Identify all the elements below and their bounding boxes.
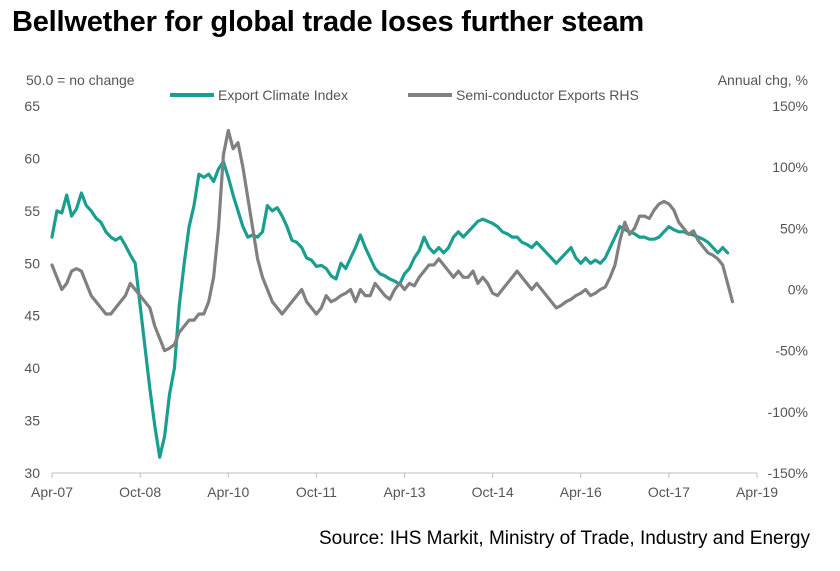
left-tick-label: 35 [24,413,40,429]
left-axis-note: 50.0 = no change [26,72,135,88]
series-layer [50,128,735,459]
legend-label-semiconductor: Semi-conductor Exports RHS [456,87,639,103]
series-export-climate-index-line [50,160,730,459]
left-tick-label: 45 [24,308,40,324]
left-tick-label: 40 [24,360,40,376]
legend-label-export-climate: Export Climate Index [218,87,348,103]
right-tick-label: 50% [780,220,808,236]
x-tick-label: Apr-19 [736,484,778,500]
right-axis-note: Annual chg, % [718,72,808,88]
left-tick-label: 30 [24,465,40,481]
x-tick-label: Oct-08 [119,484,161,500]
source-note: Source: IHS Markit, Ministry of Trade, I… [318,528,810,549]
x-tick-label: Apr-10 [207,484,249,500]
right-tick-label: 100% [772,159,808,175]
right-tick-label: -50% [775,343,808,359]
x-tick-label: Apr-07 [31,484,73,500]
right-tick-label: -150% [768,465,808,481]
right-axis: 150% 100% 50% 0% -50% -100% -150% [768,98,808,481]
chart-title: Bellwether for global trade loses furthe… [12,6,644,38]
x-tick-label: Apr-13 [383,484,425,500]
legend: Export Climate Index Semi-conductor Expo… [170,87,639,103]
left-tick-label: 55 [24,203,40,219]
left-tick-label: 60 [24,150,40,166]
right-tick-label: 150% [772,98,808,114]
x-axis: Apr-07 Oct-08 Apr-10 Oct-11 Apr-13 Oct-14 Apr-… [31,473,778,500]
left-tick-label: 65 [24,98,40,114]
x-tick-label: Oct-11 [296,484,337,500]
x-tick-label: Oct-17 [648,484,690,500]
series-semiconductor-exports-line [50,128,735,353]
x-tick-label: Apr-16 [560,484,602,500]
left-axis: 30 35 40 45 50 55 60 65 [24,98,40,481]
right-tick-label: -100% [768,404,808,420]
left-tick-label: 50 [24,255,40,271]
x-tick-label: Oct-14 [472,484,514,500]
right-tick-label: 0% [788,282,808,298]
